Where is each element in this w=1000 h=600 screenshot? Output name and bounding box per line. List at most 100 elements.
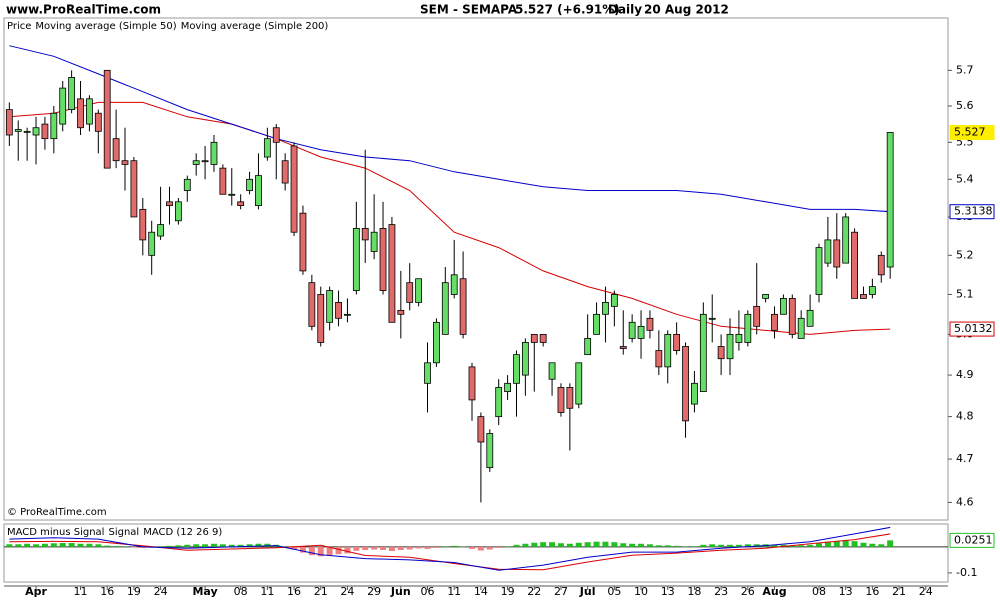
macd-panel: [3, 523, 949, 583]
candle-body: [166, 201, 173, 206]
legend-entry: Price: [7, 21, 31, 32]
x-tick-label: Jul: [579, 585, 596, 598]
value-marker: 0.0251: [954, 533, 993, 546]
x-tick-label: 22: [527, 585, 541, 598]
histogram-bar: [326, 546, 333, 556]
histogram-bar: [540, 542, 547, 547]
histogram-bar: [753, 544, 760, 547]
legend-entry: MACD (12 26 9): [143, 527, 222, 538]
histogram-bar: [798, 545, 805, 547]
candle-body: [50, 112, 58, 140]
candle-body: [255, 175, 262, 206]
legend-entry: Signal: [108, 527, 139, 538]
histogram-bar: [727, 544, 734, 547]
candle-body: [112, 138, 120, 162]
candle-body: [877, 254, 885, 276]
histogram-bar: [95, 544, 102, 547]
histogram-bar: [237, 544, 244, 547]
histogram-bar: [807, 544, 814, 547]
x-tick-label: 08: [812, 585, 826, 598]
x-tick-label: 14: [474, 585, 488, 598]
candle-body: [406, 282, 414, 303]
histogram-bar: [620, 543, 627, 547]
histogram-bar: [59, 542, 66, 547]
histogram-bar: [130, 546, 137, 548]
histogram-bar: [460, 546, 467, 548]
histogram-bar: [104, 545, 111, 547]
line: [9, 45, 891, 213]
histogram-bar: [433, 546, 440, 548]
histogram-bar: [344, 546, 351, 554]
candle-body: [326, 290, 334, 323]
candle-body: [753, 305, 761, 327]
histogram-bar: [335, 546, 342, 555]
candle-body: [281, 160, 289, 184]
histogram-bar: [780, 544, 787, 547]
candle-body: [646, 317, 654, 331]
x-tick-label: 29: [367, 585, 381, 598]
candle-body: [272, 127, 280, 143]
value-marker: 5.3138: [954, 205, 993, 218]
histogram-bar: [264, 543, 271, 547]
quote: 5.527 (+6.91%): [515, 3, 620, 17]
x-tick-label: 21: [892, 585, 906, 598]
candle-body: [788, 298, 796, 335]
candle-body: [584, 338, 592, 356]
candle-body: [771, 313, 778, 331]
histogram-bar: [611, 542, 618, 547]
value-marker-box: [949, 532, 995, 548]
histogram-bar: [833, 541, 840, 547]
candle-body: [174, 201, 182, 222]
candle-body: [726, 333, 734, 360]
candle-body: [708, 317, 716, 320]
histogram-bar: [869, 543, 876, 547]
candle-body: [637, 325, 645, 339]
candle-body: [504, 382, 511, 393]
candle-body: [263, 138, 271, 158]
candle-body: [566, 387, 574, 409]
histogram-bar: [593, 541, 600, 547]
value-marker-box: [949, 321, 995, 337]
histogram-bar: [388, 546, 395, 552]
candle-body: [59, 87, 67, 125]
copyright: © ProRealTime.com: [7, 507, 107, 518]
candle-body: [521, 342, 529, 376]
histogram-bar: [691, 546, 698, 547]
histogram-bar: [531, 542, 538, 547]
histogram-bar: [24, 543, 31, 547]
candle-body: [299, 212, 307, 272]
histogram-bar: [842, 540, 849, 547]
candle-body: [450, 274, 458, 295]
histogram-bar: [406, 546, 413, 550]
y-tick-label: 5.1: [956, 287, 974, 300]
histogram-bar: [673, 545, 680, 547]
candle-body: [290, 145, 298, 233]
histogram-bar: [629, 543, 636, 547]
histogram-bar: [353, 546, 360, 551]
candle-body: [361, 227, 369, 241]
histogram-bar: [771, 544, 778, 547]
legend-entry: Moving average (Simple 50): [35, 21, 176, 32]
line: [9, 526, 891, 571]
histogram-bar: [513, 544, 520, 547]
candle-body: [886, 132, 894, 268]
x-tick-label: 10: [634, 585, 648, 598]
histogram-bar: [655, 545, 662, 547]
candle-body: [5, 109, 13, 136]
histogram-bar: [682, 546, 689, 548]
histogram-bar: [887, 540, 894, 547]
x-tick-label: 19: [501, 585, 515, 598]
x-tick-label: 27: [554, 585, 568, 598]
candle-body: [121, 160, 129, 165]
y-tick-label: -0.1: [956, 566, 977, 579]
candle-body: [139, 208, 147, 241]
candle-body: [593, 313, 600, 335]
histogram-bar: [557, 543, 564, 547]
histogram-bar: [33, 544, 40, 547]
candle-body: [860, 294, 867, 299]
histogram-bar: [468, 546, 475, 549]
histogram-bar: [371, 546, 378, 550]
histogram-bar: [282, 546, 289, 547]
x-tick-label: 05: [607, 585, 621, 598]
candle-body: [851, 231, 858, 299]
